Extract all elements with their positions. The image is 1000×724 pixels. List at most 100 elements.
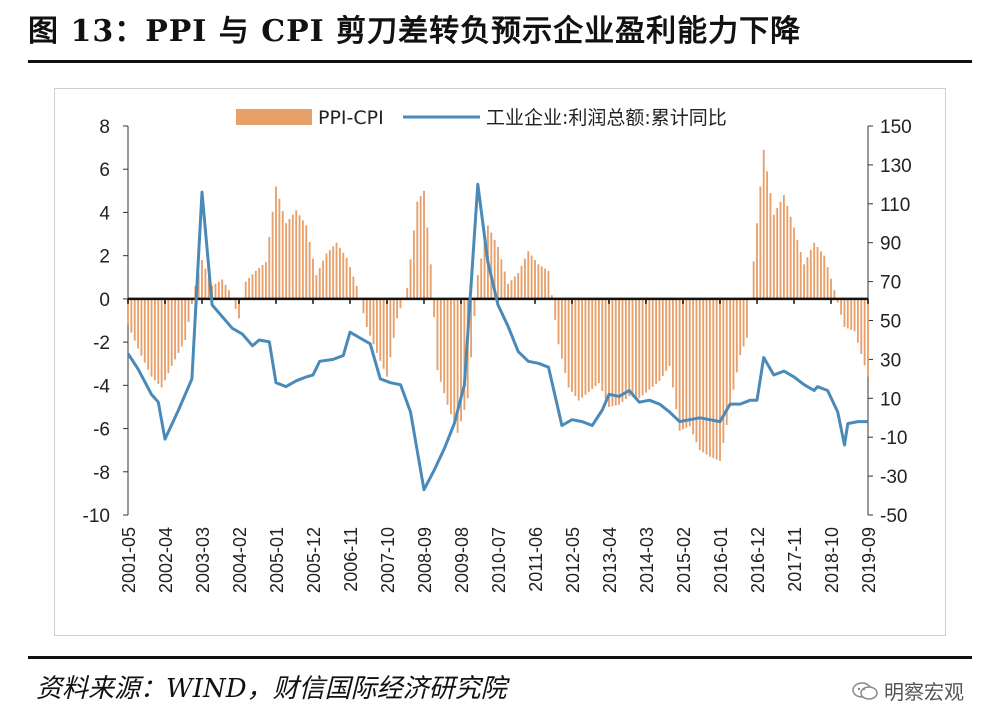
bar-ppi-cpi: [567, 298, 570, 388]
bar-ppi-cpi: [207, 277, 210, 299]
bar-ppi-cpi: [433, 298, 436, 318]
bar-ppi-cpi: [638, 298, 641, 399]
bar-ppi-cpi: [685, 298, 688, 428]
bar-ppi-cpi: [661, 298, 664, 376]
left-tick-label: -4: [93, 376, 110, 397]
bar-ppi-cpi: [476, 275, 479, 299]
bar-ppi-cpi: [830, 278, 832, 299]
bar-ppi-cpi: [867, 298, 869, 377]
right-tick-label: 150: [880, 117, 912, 138]
bar-ppi-cpi: [564, 298, 567, 374]
bar-ppi-cpi: [833, 290, 836, 299]
bar-ppi-cpi: [648, 298, 651, 390]
watermark-label: 明察宏观: [884, 680, 964, 704]
bar-ppi-cpi: [574, 298, 577, 397]
bar-ppi-cpi: [544, 268, 547, 299]
bar-ppi-cpi: [375, 298, 378, 353]
right-tick-label: 110: [880, 195, 910, 216]
bar-ppi-cpi: [729, 298, 732, 407]
bar-ppi-cpi: [745, 298, 748, 338]
bar-ppi-cpi: [254, 270, 257, 299]
bar-ppi-cpi: [513, 276, 516, 299]
bar-ppi-cpi: [174, 298, 177, 360]
bar-ppi-cpi: [796, 239, 799, 299]
bar-ppi-cpi: [372, 298, 375, 345]
bar-ppi-cpi: [762, 149, 765, 299]
bar-ppi-cpi: [809, 249, 812, 299]
right-tick-label: 70: [880, 273, 901, 294]
bar-ppi-cpi: [325, 253, 328, 299]
bar-ppi-cpi: [655, 298, 658, 384]
bar-ppi-cpi: [611, 298, 614, 407]
bar-ppi-cpi: [248, 277, 251, 299]
bar-ppi-cpi: [164, 298, 166, 381]
bar-ppi-cpi: [702, 298, 705, 453]
legend-label-profit: 工业企业:利润总额:累计同比: [486, 107, 727, 129]
x-tick-label: 2017-11: [785, 527, 805, 592]
bar-ppi-cpi: [355, 285, 358, 299]
bar-ppi-cpi: [288, 218, 291, 299]
bar-ppi-cpi: [493, 239, 496, 299]
bar-ppi-cpi: [312, 258, 314, 299]
bar-ppi-cpi: [547, 270, 550, 299]
bar-ppi-cpi: [342, 252, 345, 299]
right-tick-label: 90: [880, 234, 901, 255]
bar-ppi-cpi: [634, 298, 637, 398]
bar-ppi-cpi: [789, 216, 792, 299]
bar-ppi-cpi: [201, 259, 203, 299]
left-tick-label: -10: [83, 506, 110, 527]
left-tick-label: 8: [99, 117, 110, 138]
legend-swatch-ppi-cpi: [236, 109, 312, 125]
bar-ppi-cpi: [577, 298, 580, 401]
bar-ppi-cpi: [261, 265, 264, 299]
bar-ppi-cpi: [406, 288, 409, 299]
bar-ppi-cpi: [708, 298, 711, 457]
bar-ppi-cpi: [826, 267, 829, 299]
bar-ppi-cpi: [335, 242, 338, 299]
watermark: 明察宏观: [852, 676, 964, 705]
bar-ppi-cpi: [197, 272, 200, 299]
left-tick-label: 2: [99, 247, 110, 268]
bar-ppi-cpi: [604, 298, 607, 400]
bar-ppi-cpi: [480, 258, 483, 299]
bar-ppi-cpi: [500, 259, 503, 299]
bar-ppi-cpi: [365, 298, 368, 327]
bar-ppi-cpi: [782, 195, 785, 299]
bar-ppi-cpi: [251, 274, 254, 299]
bar-ppi-cpi: [557, 298, 560, 345]
bar-ppi-cpi: [668, 298, 671, 366]
left-tick-label: -2: [93, 333, 110, 354]
bar-ppi-cpi: [153, 298, 156, 381]
left-tick-label: 6: [99, 160, 110, 181]
bar-ppi-cpi: [338, 247, 341, 299]
x-tick-label: 2011-06: [526, 527, 546, 592]
bar-ppi-cpi: [608, 298, 610, 407]
bar-ppi-cpi: [776, 208, 779, 299]
bar-ppi-cpi: [651, 298, 654, 387]
bar-ppi-cpi: [695, 298, 698, 443]
bar-ppi-cpi: [463, 298, 466, 410]
bar-ppi-cpi: [725, 298, 728, 425]
bar-ppi-cpi: [779, 201, 782, 299]
bar-ppi-cpi: [658, 298, 661, 382]
bar-ppi-cpi: [843, 298, 846, 327]
bar-ppi-cpi: [264, 262, 267, 299]
bar-ppi-cpi: [591, 298, 594, 389]
bar-ppi-cpi: [860, 298, 863, 354]
bar-ppi-cpi: [429, 264, 432, 299]
bar-ppi-cpi: [130, 298, 133, 333]
bar-ppi-cpi: [409, 259, 412, 299]
bar-ppi-cpi: [456, 298, 459, 433]
bar-ppi-cpi: [772, 214, 775, 299]
bar-ppi-cpi: [460, 298, 462, 422]
bar-ppi-cpi: [204, 268, 207, 299]
bar-ppi-cpi: [759, 186, 762, 299]
bar-ppi-cpi: [735, 298, 738, 373]
x-tick-label: 2002-04: [156, 527, 176, 593]
right-tick-label: 50: [880, 312, 901, 333]
bar-ppi-cpi: [275, 186, 277, 299]
x-tick-label: 2005-01: [267, 527, 287, 593]
bar-ppi-cpi: [614, 298, 617, 406]
bar-ppi-cpi: [550, 295, 553, 299]
